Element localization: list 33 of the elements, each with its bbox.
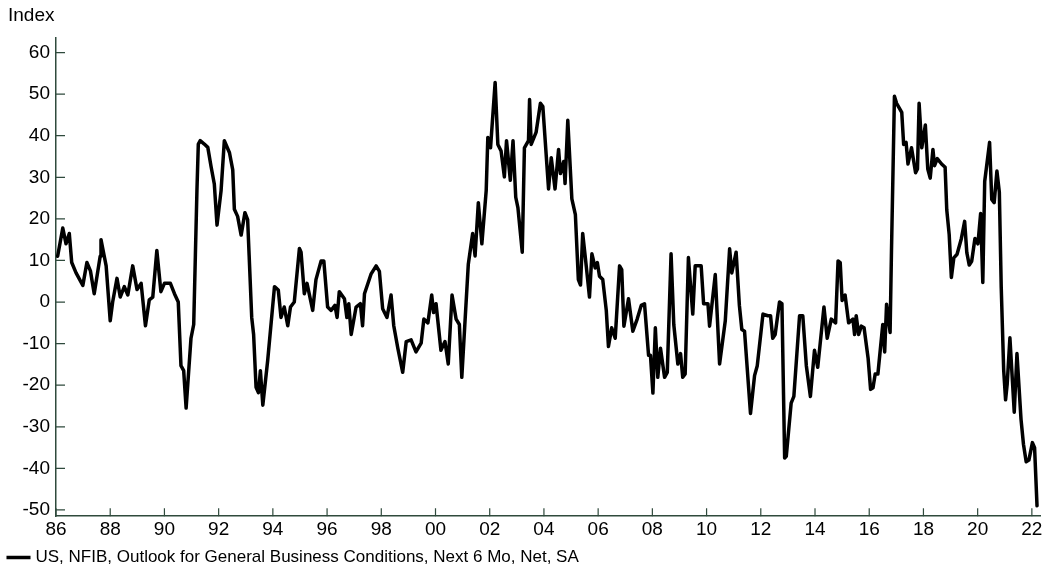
y-tick-label: 20 (28, 207, 50, 229)
x-tick-label: 04 (533, 517, 555, 539)
y-tick-label: -10 (22, 331, 50, 353)
x-tick-label: 98 (370, 517, 392, 539)
x-tick-label: 22 (1021, 517, 1043, 539)
x-tick-label: 06 (587, 517, 609, 539)
legend-label: US, NFIB, Outlook for General Business Conditions, Next 6 Mo, Net, SA (35, 547, 580, 567)
x-tick-label: 02 (479, 517, 501, 539)
y-tick-label: -30 (22, 415, 50, 437)
y-tick-label: -50 (22, 498, 50, 520)
x-tick-label: 94 (262, 517, 284, 539)
y-tick-label: 0 (39, 290, 50, 312)
x-tick-label: 10 (696, 517, 718, 539)
x-tick-label: 14 (804, 517, 826, 539)
x-tick-label: 90 (153, 517, 175, 539)
x-tick-label: 20 (967, 517, 989, 539)
x-tick-label: 16 (858, 517, 880, 539)
y-tick-label: 10 (28, 248, 50, 270)
y-tick-label: 60 (28, 40, 50, 62)
x-tick-label: 08 (641, 517, 663, 539)
x-tick-label: 12 (750, 517, 772, 539)
x-tick-label: 88 (99, 517, 121, 539)
x-tick-label: 00 (424, 517, 447, 539)
x-tick-label: 18 (912, 517, 935, 539)
y-tick-label: -40 (22, 456, 50, 478)
y-tick-label: 30 (28, 165, 50, 187)
x-tick-label: 92 (208, 517, 230, 539)
x-tick-label: 86 (45, 517, 67, 539)
x-tick-label: 96 (316, 517, 338, 539)
y-axis-title: Index (8, 4, 55, 26)
y-tick-label: -20 (22, 373, 50, 395)
y-tick-label: 50 (28, 82, 50, 104)
y-tick-label: 40 (28, 123, 50, 145)
